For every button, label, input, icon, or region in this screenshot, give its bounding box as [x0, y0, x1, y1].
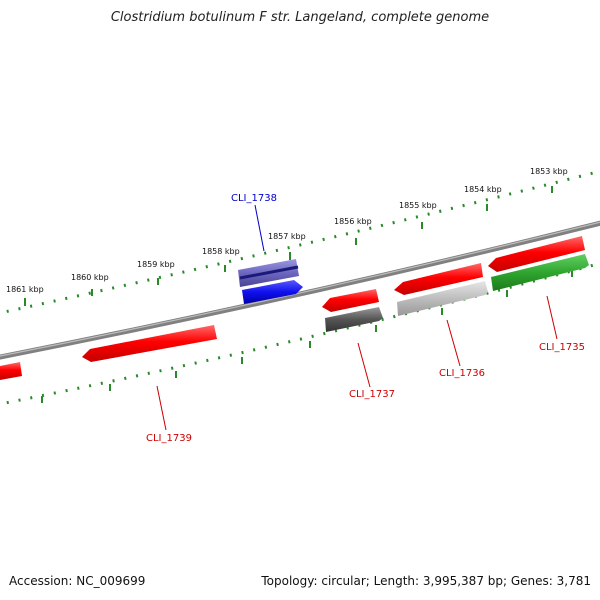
gene-feature-1737-lower[interactable] — [325, 307, 383, 332]
gene-feature-1739[interactable] — [82, 325, 217, 362]
scale-label-1856: 1856 kbp — [334, 217, 372, 226]
scale-label-1859: 1859 kbp — [137, 260, 175, 269]
gene-feature-1735-upper[interactable] — [488, 236, 585, 272]
genome-backbone — [0, 220, 600, 360]
gene-feature-1736-upper[interactable] — [394, 263, 483, 295]
gene-feature-1738-lower[interactable] — [242, 280, 303, 304]
scale-ring-inner — [0, 261, 600, 406]
scale-label-1853: 1853 kbp — [530, 167, 568, 176]
scale-major-ticks-inner — [41, 270, 573, 403]
gene-feature-left-edge[interactable] — [0, 362, 22, 380]
scale-label-1857: 1857 kbp — [268, 232, 306, 241]
scale-label-1860: 1860 kbp — [71, 273, 109, 282]
scale-label-1858: 1858 kbp — [202, 247, 240, 256]
scale-label-1854: 1854 kbp — [464, 185, 502, 194]
gene-feature-1735-lower[interactable] — [491, 254, 589, 291]
gene-label-cli-1738[interactable]: CLI_1738 — [231, 193, 277, 204]
scale-ring-outer — [0, 169, 600, 315]
gene-label-cli-1737[interactable]: CLI_1737 — [349, 389, 395, 400]
genome-summary: Topology: circular; Length: 3,995,387 bp… — [261, 574, 591, 588]
gene-feature-1737-upper[interactable] — [322, 289, 379, 312]
gene-label-cli-1739[interactable]: CLI_1739 — [146, 433, 192, 444]
accession-label: Accession: NC_009699 — [9, 574, 146, 588]
gene-feature-1736-lower[interactable] — [397, 281, 488, 316]
scale-label-1855: 1855 kbp — [399, 201, 437, 210]
scale-major-ticks-outer — [24, 186, 553, 306]
gene-label-cli-1735[interactable]: CLI_1735 — [539, 342, 585, 353]
scale-label-1861: 1861 kbp — [6, 285, 44, 294]
map-title: Clostridium botulinum F str. Langeland, … — [110, 10, 490, 25]
gene-label-cli-1736[interactable]: CLI_1736 — [439, 368, 485, 379]
